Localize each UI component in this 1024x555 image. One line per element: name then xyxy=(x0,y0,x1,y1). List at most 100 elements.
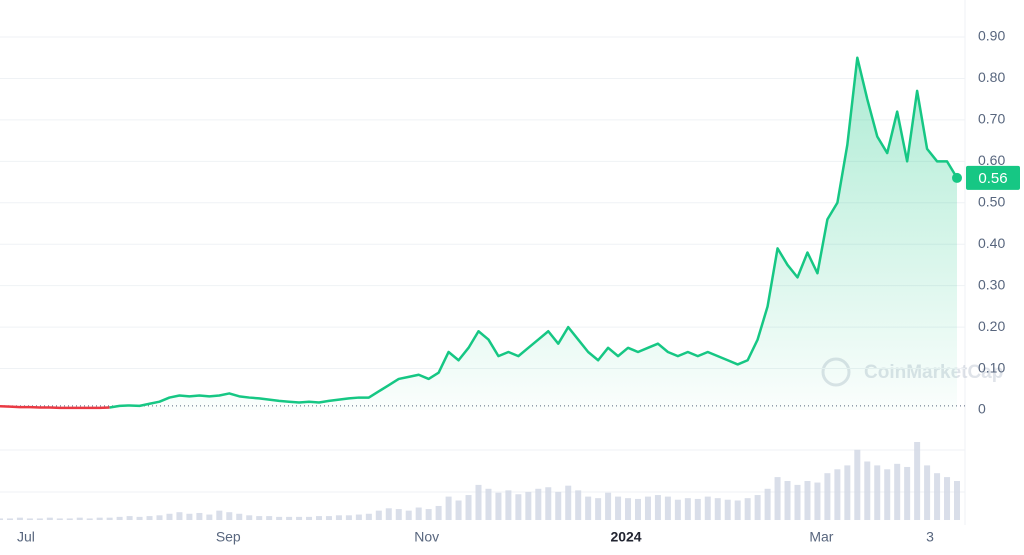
volume-bar xyxy=(345,515,352,520)
volume-bar xyxy=(46,517,53,520)
volume-bar xyxy=(375,510,382,520)
volume-bar xyxy=(664,496,671,520)
volume-bar xyxy=(565,485,572,520)
volume-bar xyxy=(834,469,841,520)
volume-bar xyxy=(126,516,133,520)
volume-bar xyxy=(246,515,253,520)
volume-bar xyxy=(465,495,472,520)
volume-bar xyxy=(405,510,412,520)
volume-bar xyxy=(136,516,143,520)
volume-bar xyxy=(146,516,153,520)
volume-bar xyxy=(266,516,273,520)
volume-bar xyxy=(744,498,751,520)
volume-bar xyxy=(206,514,213,520)
volume-bar xyxy=(176,512,183,520)
volume-bar xyxy=(525,491,532,520)
volume-bar xyxy=(475,484,482,520)
volume-bar xyxy=(615,496,622,520)
volume-bar xyxy=(116,516,123,520)
volume-bar xyxy=(6,518,13,520)
volume-bar xyxy=(774,477,781,520)
price-tag xyxy=(966,165,1020,190)
volume-bar xyxy=(545,487,552,520)
volume-bar xyxy=(854,449,861,520)
volume-bar xyxy=(724,499,731,520)
volume-bar xyxy=(704,496,711,520)
volume-bar xyxy=(894,463,901,520)
volume-bar xyxy=(355,514,362,520)
volume-bar xyxy=(934,473,941,520)
volume-bar xyxy=(76,517,83,520)
x-tick-label: Nov xyxy=(414,529,439,545)
volume-bar xyxy=(425,509,432,520)
y-tick-label: 0.20 xyxy=(978,318,1005,334)
volume-bar xyxy=(495,492,502,520)
volume-bar xyxy=(26,518,33,520)
volume-bar xyxy=(625,498,632,520)
volume-bar xyxy=(714,498,721,520)
volume-bar xyxy=(944,477,951,520)
volume-bar xyxy=(605,492,612,520)
volume-bar xyxy=(365,513,372,520)
price-line xyxy=(109,56,959,409)
volume-bar xyxy=(385,508,392,520)
y-tick-label: 0 xyxy=(978,401,986,417)
volume-bar xyxy=(395,509,402,520)
volume-bar xyxy=(36,518,43,520)
volume-bar xyxy=(874,465,881,520)
price-line xyxy=(0,405,110,410)
volume-bar xyxy=(445,496,452,520)
volume-bar xyxy=(734,500,741,520)
y-tick-label: 0.80 xyxy=(978,69,1005,85)
volume-bar xyxy=(635,498,641,520)
volume-bar xyxy=(186,513,193,520)
volume-bar xyxy=(435,505,442,520)
volume-bar xyxy=(555,491,562,520)
volume-bar xyxy=(884,469,891,520)
volume-bar xyxy=(824,473,831,520)
volume-bar xyxy=(764,488,771,520)
y-tick-label: 0.10 xyxy=(978,359,1005,375)
volume-bar xyxy=(166,513,173,520)
volume-bar xyxy=(86,518,93,520)
volume-bar xyxy=(924,465,931,520)
y-tick-label: 0.50 xyxy=(978,193,1005,209)
volume-bar xyxy=(66,518,73,520)
volume-bar xyxy=(286,516,293,520)
volume-bar xyxy=(415,507,422,520)
volume-bar xyxy=(276,516,283,520)
volume-bar xyxy=(844,465,851,520)
x-tick-label: Jul xyxy=(17,529,35,545)
volume-bar xyxy=(485,488,492,520)
volume-bar xyxy=(585,496,592,520)
volume-bar xyxy=(694,498,701,520)
volume-bar xyxy=(864,461,871,520)
volume-bar xyxy=(56,518,63,520)
volume-bar xyxy=(0,518,3,520)
y-tick-label: 0.70 xyxy=(978,111,1005,127)
x-tick-label: Sep xyxy=(216,529,241,545)
volume-bar xyxy=(325,516,332,520)
volume-bar xyxy=(954,481,960,520)
volume-bar xyxy=(306,516,313,520)
volume-bar xyxy=(914,442,921,520)
volume-bar xyxy=(256,516,263,520)
volume-bar xyxy=(804,481,811,520)
volume-bar xyxy=(16,517,23,520)
y-tick-label: 0.30 xyxy=(978,276,1005,292)
volume-bar xyxy=(335,515,342,520)
volume-bar xyxy=(515,494,522,520)
volume-bar xyxy=(106,517,113,520)
price-tag-label: 0.56 xyxy=(978,170,1007,187)
volume-bar xyxy=(654,495,661,520)
volume-bar xyxy=(535,488,542,520)
volume-bar xyxy=(216,510,223,520)
y-tick-label: 0.90 xyxy=(978,28,1005,44)
volume-bar xyxy=(96,517,103,520)
volume-bar xyxy=(674,499,681,520)
volume-bar xyxy=(595,498,602,520)
volume-bar xyxy=(455,500,462,520)
area xyxy=(109,57,957,410)
volume-bar xyxy=(784,481,791,520)
